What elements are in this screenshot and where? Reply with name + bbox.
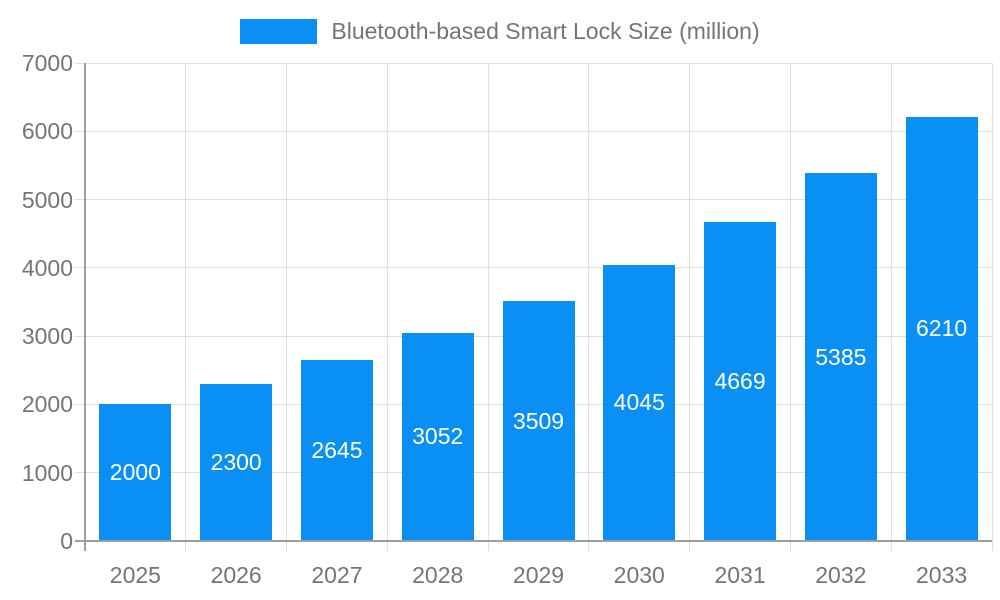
gridline-v <box>185 63 187 551</box>
bar: 2645 <box>300 360 373 541</box>
gridline-v <box>286 63 288 551</box>
bar-value-label: 5385 <box>815 343 867 370</box>
legend: Bluetooth-based Smart Lock Size (million… <box>0 18 1000 45</box>
bar-value-label: 3052 <box>412 423 464 450</box>
legend-swatch <box>240 19 318 44</box>
y-tick-label: 1000 <box>21 459 73 486</box>
bar: 5385 <box>804 173 877 541</box>
bar-value-label: 2645 <box>311 437 363 464</box>
gridline-v <box>789 63 791 551</box>
y-tick-label: 7000 <box>21 50 73 76</box>
y-tick-label: 6000 <box>21 118 73 145</box>
y-tick-label: 2000 <box>21 391 73 418</box>
y-axis-line <box>84 63 86 551</box>
gridline-h <box>75 130 992 132</box>
x-tick-label: 2027 <box>311 562 363 588</box>
y-tick-label: 3000 <box>21 323 73 350</box>
plot-area: 0 1000 2000 3000 4000 5000 6000 7000 2000 2025 230… <box>22 51 993 587</box>
gridline-h <box>75 199 992 201</box>
bar-value-label: 2300 <box>210 448 262 475</box>
y-tick-label: 0 <box>60 528 73 554</box>
legend-label: Bluetooth-based Smart Lock Size (million… <box>331 18 760 44</box>
x-tick-label: 2025 <box>109 562 161 588</box>
gridline-v <box>890 63 892 551</box>
y-tick-label: 4000 <box>21 254 73 281</box>
x-tick-label: 2032 <box>815 562 867 588</box>
bar-value-label: 6210 <box>916 315 968 342</box>
bar-value-label: 2000 <box>109 459 161 486</box>
bar: 2000 <box>99 404 172 541</box>
x-tick-label: 2029 <box>512 562 565 588</box>
bar-value-label: 4045 <box>613 389 665 416</box>
gridline-h <box>75 267 992 269</box>
bar: 4669 <box>704 222 777 541</box>
x-tick-label: 2033 <box>916 562 968 588</box>
bar: 4045 <box>603 264 676 541</box>
gridline-h <box>75 62 992 64</box>
bar: 3052 <box>401 332 474 541</box>
gridline-v <box>588 63 590 551</box>
bar-value-label: 4669 <box>714 368 766 395</box>
gridline-v <box>386 63 388 551</box>
gridline-v <box>689 63 691 551</box>
bar: 2300 <box>200 383 273 541</box>
x-tick-label: 2030 <box>613 562 665 588</box>
y-tick-label: 5000 <box>21 186 73 213</box>
x-axis-line <box>75 540 992 542</box>
gridline-v <box>991 63 993 551</box>
bar: 3509 <box>502 301 575 541</box>
x-tick-label: 2026 <box>210 562 262 588</box>
x-tick-label: 2031 <box>714 562 766 588</box>
bar-value-label: 3509 <box>512 407 565 434</box>
x-tick-label: 2028 <box>412 562 464 588</box>
bar: 6210 <box>905 116 978 541</box>
gridline-v <box>487 63 489 551</box>
